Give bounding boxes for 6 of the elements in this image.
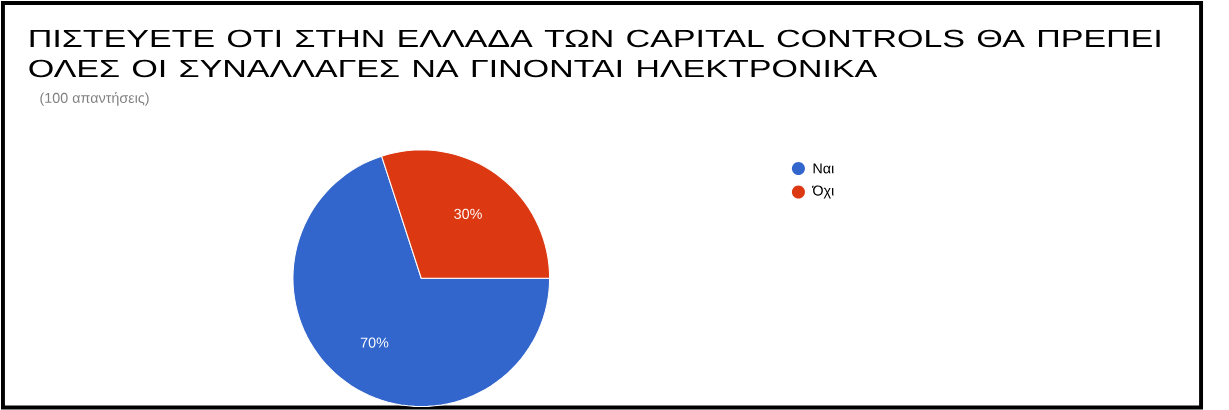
chart-title: ΠΙΣΤΕΥΕΤΕ ΟΤΙ ΣΤΗΝ ΕΛΛΑΔΑ ΤΩΝ CAPITAL CONTROLS ΘΑ ΠΡΕΠΕΙ ΟΛΕΣ ΟΙ ΣΥΝΑΛΛΑΓΕΣ ΝΑ ΓΙΝΟΝΤΑΙ ΗΛΕΚΤΡΟΝΙΚΑ xyxy=(29,29,1160,78)
legend-label: Όχι xyxy=(811,185,834,199)
text: (100 απαντήσεις) xyxy=(40,91,149,106)
data-label: 70% xyxy=(360,337,389,348)
legend-label: Ναι xyxy=(813,163,834,174)
data-label: 30% xyxy=(454,208,482,219)
